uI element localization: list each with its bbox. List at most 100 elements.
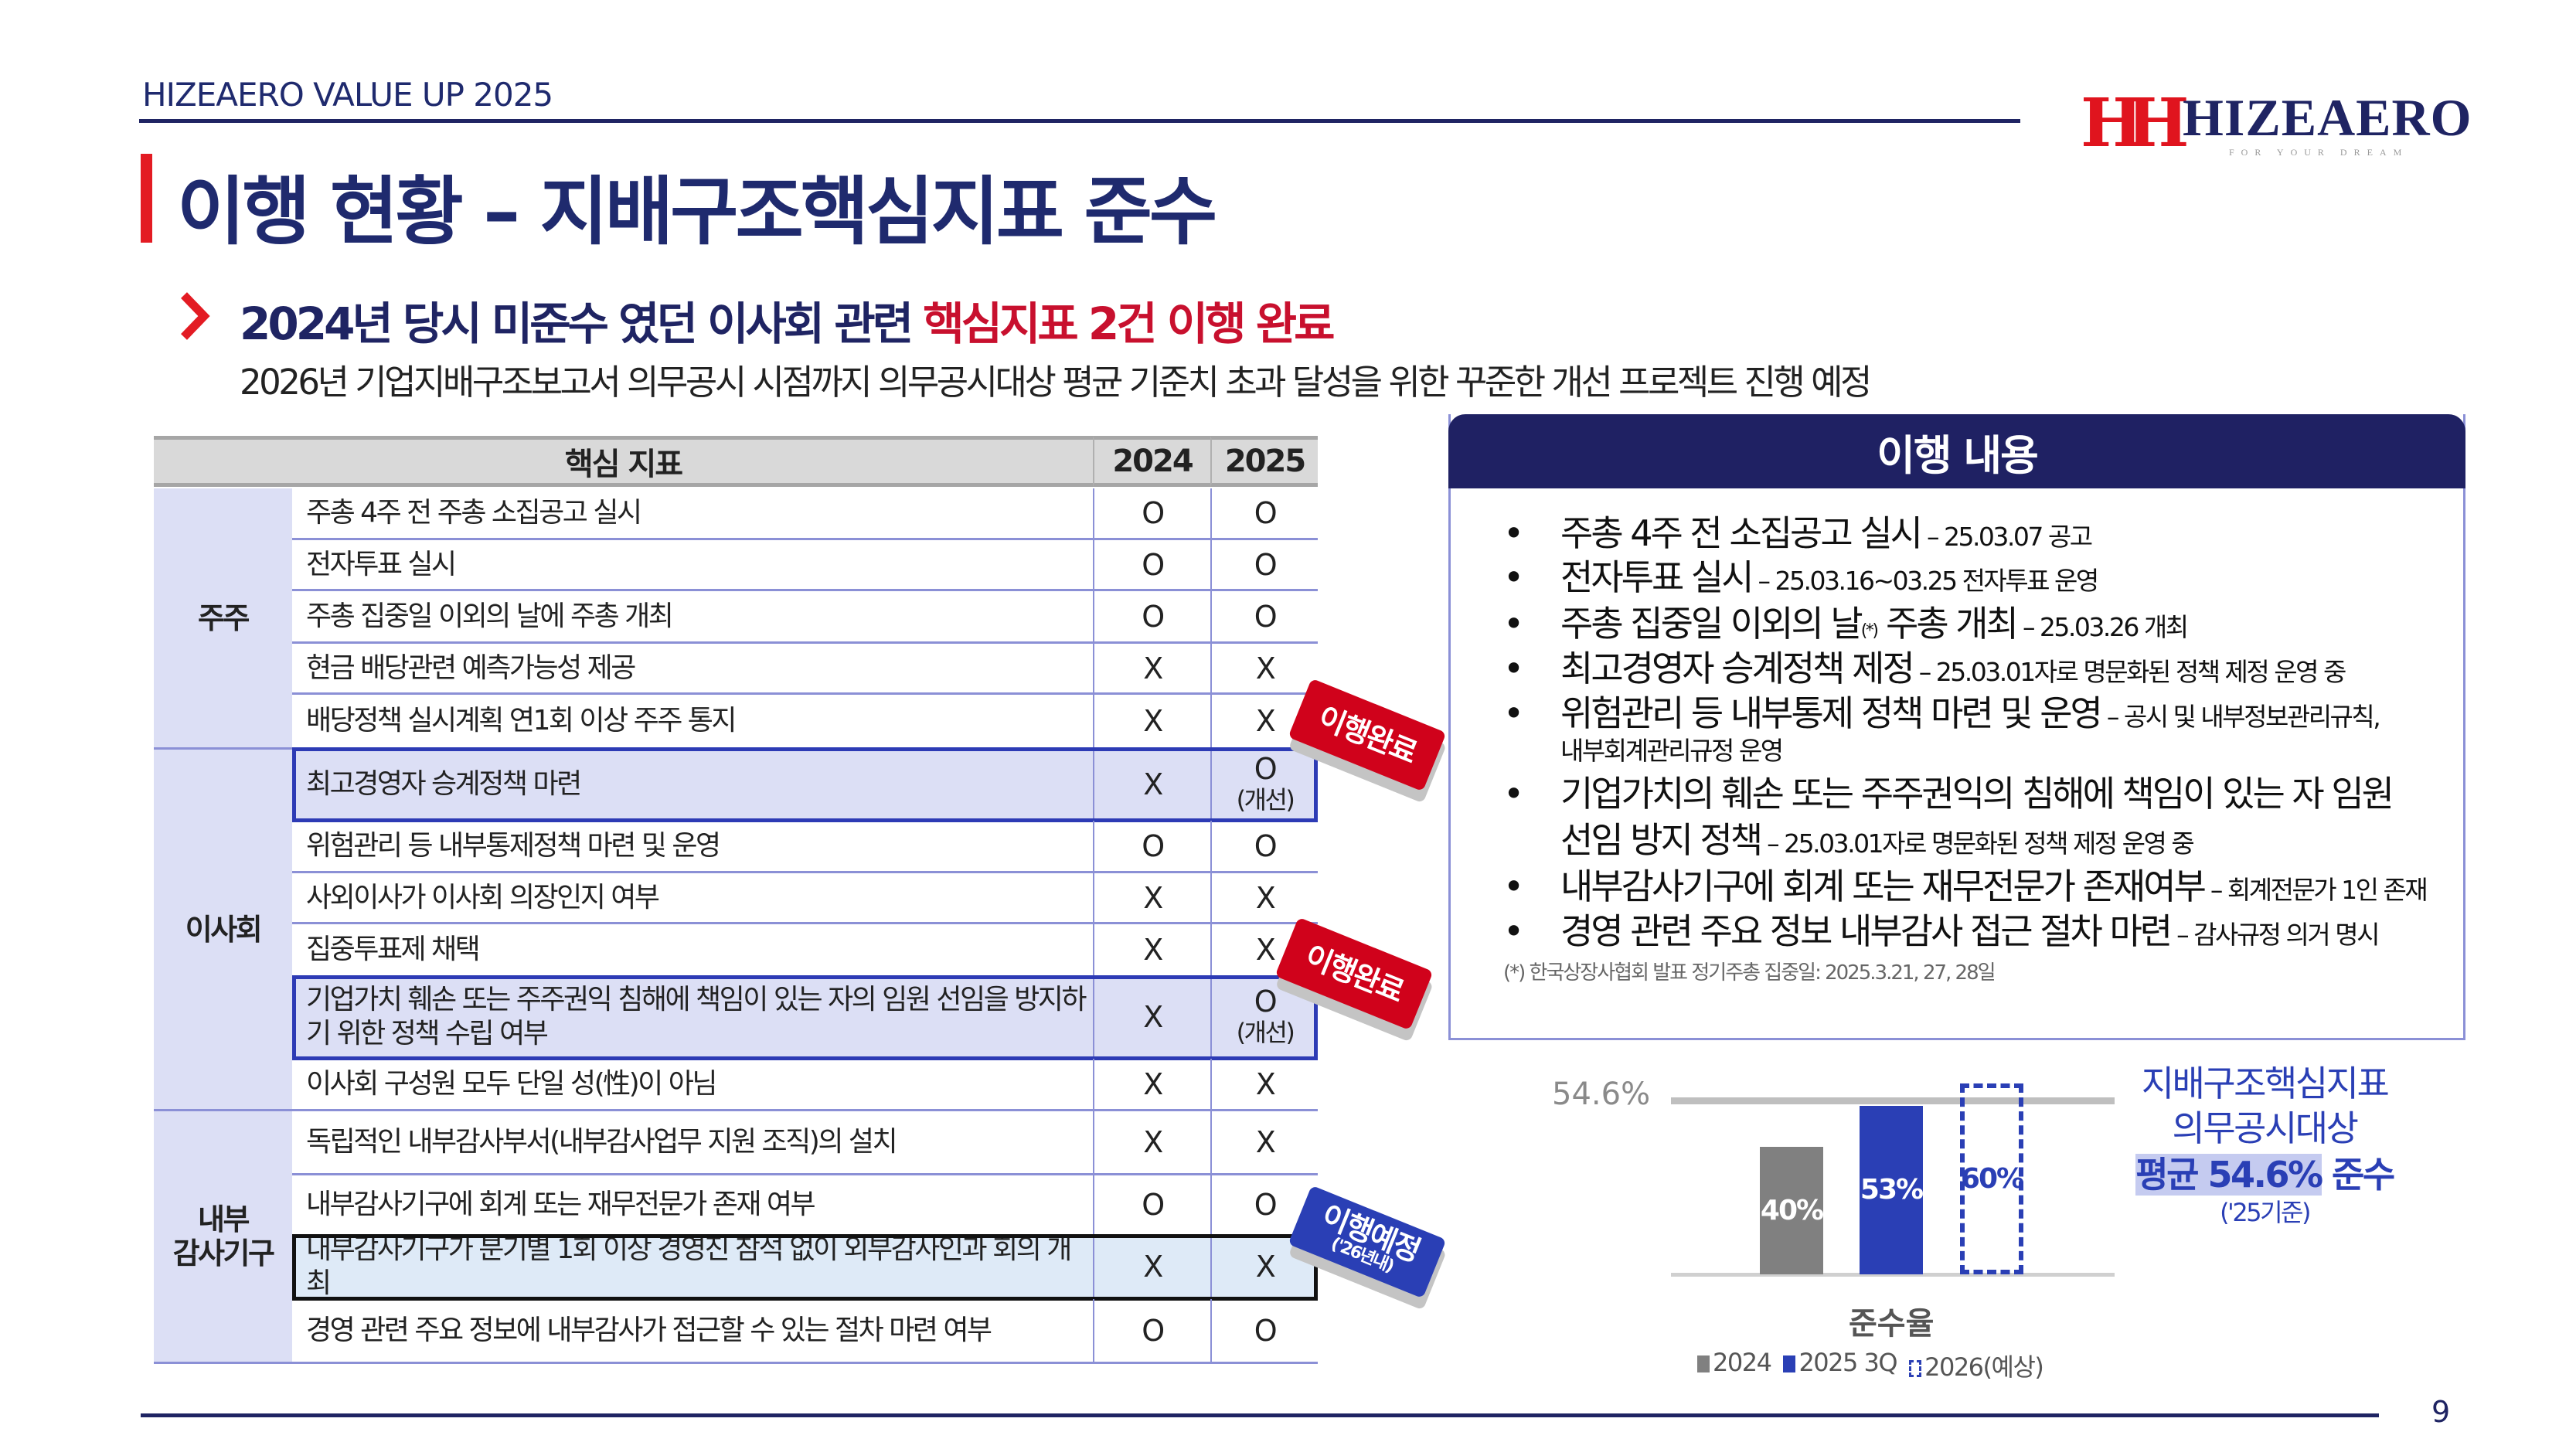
- reference-line: [1671, 1097, 2115, 1105]
- value-2025: O: [1254, 1313, 1278, 1348]
- subtitle-headline: 2024년 당시 미준수 였던 이사회 관련 핵심지표 2건 이행 완료: [240, 287, 1335, 352]
- header-2024: 2024: [1093, 436, 1210, 487]
- bullet-item: • 내부감사기구에 회계 또는 재무전문가 존재여부 – 회계전문가 1인 존재: [1503, 866, 2428, 907]
- indicator-cell: 현금 배당관련 예측가능성 제공: [292, 644, 1093, 695]
- value-2024-cell: X: [1093, 978, 1210, 1059]
- indicator-cell: 사외이사가 이사회 의장인지 여부: [292, 873, 1093, 924]
- value-2025: O: [1254, 547, 1278, 582]
- chart-legend: 2024 2025 3Q 2026(예상): [1697, 1348, 2044, 1383]
- company-logo: HH HIZEAERO FOR YOUR DREAM: [2081, 84, 2472, 164]
- bullet-item: • 경영 관련 주요 정보 내부감사 접근 절차 마련 – 감사규정 의거 명시: [1503, 910, 2380, 952]
- value-2025-cell: X: [1210, 1111, 1318, 1175]
- value-2025: X: [1255, 880, 1276, 915]
- bar-value-label: 60%: [1960, 1162, 2024, 1195]
- legend-item-2025-3q: 2025 3Q: [1783, 1348, 1898, 1383]
- side-note-line1: 지배구조핵심지표: [2141, 1063, 2390, 1104]
- value-2025: X: [1255, 651, 1276, 685]
- indicator-cell: 전자투표 실시: [292, 540, 1093, 591]
- bullet-item: • 위험관리 등 내부통제 정책 마련 및 운영 – 공시 및 내부정보관리규칙,: [1503, 692, 2381, 734]
- page-title: 이행 현황 – 지배구조핵심지표 준수: [177, 168, 1217, 255]
- value-2025: X: [1255, 933, 1276, 967]
- category-cell: 내부 감사기구: [154, 1111, 292, 1364]
- category-cell: 주주: [154, 488, 292, 750]
- chart-baseline: [1671, 1273, 2115, 1277]
- value-2025: O: [1254, 599, 1278, 634]
- value-2024-cell: O: [1093, 1175, 1210, 1236]
- indicator-cell: 최고경영자 승계정책 마련: [292, 750, 1093, 821]
- panel-footnote: (*) 한국상장사협회 발표 정기주총 집중일: 2025.3.21, 27, …: [1503, 961, 1996, 985]
- chevron-right-icon: [181, 292, 210, 340]
- value-2025: X: [1255, 1250, 1276, 1284]
- indicator-cell: 기업가치 훼손 또는 주주권익 침해에 책임이 있는 자의 임원 선임을 방지하…: [292, 978, 1093, 1059]
- bullet-item: • 기업가치의 훼손 또는 주주권익의 침해에 책임이 있는 자 임원: [1503, 773, 2394, 815]
- header-indicator: 핵심 지표: [154, 436, 1093, 487]
- bar-2024: 40%: [1760, 1147, 1824, 1274]
- improvement-note: (개선): [1236, 784, 1295, 815]
- value-2025-cell: X: [1210, 873, 1318, 924]
- value-2025-cell: O: [1210, 1299, 1318, 1364]
- implementation-panel: [1448, 414, 2465, 1040]
- headline-highlight: 핵심지표 2건 이행 완료: [923, 298, 1335, 350]
- header-2025: 2025: [1210, 436, 1318, 487]
- bar-2025-3q: 53%: [1860, 1105, 1924, 1274]
- value-2025-cell: O (개선): [1210, 750, 1318, 821]
- bullet-item: • 최고경영자 승계정책 제정 – 25.03.01자로 명문화된 정책 제정 운…: [1503, 648, 2346, 689]
- value-2025: O: [1254, 751, 1278, 786]
- legend-item-2026: 2026(예상): [1909, 1348, 2044, 1383]
- indicator-cell: 이사회 구성원 모두 단일 성(性)이 아님: [292, 1059, 1093, 1111]
- indicator-cell: 주총 집중일 이외의 날에 주총 개최: [292, 591, 1093, 644]
- document-header-title: HIZEAERO VALUE UP 2025: [142, 76, 553, 114]
- value-2025: X: [1255, 704, 1276, 738]
- value-2024-cell: O: [1093, 488, 1210, 540]
- side-note-line2: 의무공시대상: [2172, 1107, 2359, 1149]
- value-2025-cell: O (개선): [1210, 978, 1318, 1059]
- category-cell: 이사회: [154, 750, 292, 1111]
- reference-line-label: 54.6%: [1552, 1077, 1651, 1112]
- value-2025: X: [1255, 1066, 1276, 1101]
- indicator-cell: 집중투표제 채택: [292, 924, 1093, 978]
- value-2024-cell: X: [1093, 1236, 1210, 1299]
- chart-x-label: 준수율: [1849, 1306, 1935, 1342]
- value-2024-cell: O: [1093, 591, 1210, 644]
- value-2025: O: [1254, 496, 1278, 530]
- page-number: 9: [2431, 1395, 2451, 1429]
- value-2025-cell: O: [1210, 591, 1318, 644]
- indicator-cell: 경영 관련 주요 정보에 내부감사가 접근할 수 있는 절차 마련 여부: [292, 1299, 1093, 1364]
- value-2025: O: [1254, 985, 1278, 1019]
- legend-item-2024: 2024: [1697, 1348, 1772, 1383]
- value-2025: X: [1255, 1125, 1276, 1159]
- value-2024-cell: X: [1093, 924, 1210, 978]
- value-2024-cell: O: [1093, 540, 1210, 591]
- logo-tagline: FOR YOUR DREAM: [2229, 147, 2409, 158]
- bullet-item: • 전자투표 실시 – 25.03.16~03.25 전자투표 운영: [1503, 556, 2099, 598]
- bar-value-label: 53%: [1860, 1174, 1924, 1206]
- value-2024-cell: O: [1093, 1299, 1210, 1364]
- indicator-cell: 독립적인 내부감사부서(내부감사업무 지원 조직)의 설치: [292, 1111, 1093, 1175]
- logo-mark-icon: HH: [2081, 84, 2189, 162]
- indicator-cell: 위험관리 등 내부통제정책 마련 및 운영: [292, 821, 1093, 873]
- logo-name: HIZEAERO: [2183, 88, 2472, 147]
- value-2024-cell: X: [1093, 873, 1210, 924]
- value-2025-cell: O: [1210, 488, 1318, 540]
- value-2024-cell: O: [1093, 821, 1210, 873]
- side-note-highlight: 평균 54.6% 준수: [2135, 1154, 2395, 1196]
- stamp-label: 이행완료: [1313, 699, 1421, 770]
- indicator-cell: 배당정책 실시계획 연1회 이상 주주 통지: [292, 695, 1093, 750]
- bullet-item-continuation: 선임 방지 정책 – 25.03.01자로 명문화된 정책 제정 운영 중: [1560, 819, 2195, 861]
- title-accent-bar: [141, 154, 152, 243]
- bar-2026-: 60%: [1960, 1083, 2024, 1274]
- value-2024-cell: X: [1093, 1111, 1210, 1175]
- bullet-item: • 주총 4주 전 소집공고 실시 – 25.03.07 공고: [1503, 512, 2093, 554]
- indicator-cell: 내부감사기구가 분기별 1회 이상 경영진 참석 없이 외부감사인과 회의 개최: [292, 1233, 1093, 1299]
- value-2025-cell: X: [1210, 644, 1318, 695]
- panel-title: 이행 내용: [1448, 414, 2465, 488]
- bullet-item: • 주총 집중일 이외의 날(*) 주총 개최 – 25.03.26 개최: [1503, 603, 2189, 645]
- value-2025-cell: O: [1210, 821, 1318, 873]
- value-2024-cell: X: [1093, 750, 1210, 821]
- improvement-note: (개선): [1236, 1018, 1295, 1047]
- value-2025-cell: X: [1210, 1059, 1318, 1111]
- subtitle-description: 2026년 기업지배구조보고서 의무공시 시점까지 의무공시대상 평균 기준치 …: [240, 362, 1872, 403]
- bullet-item-continuation: 내부회계관리규정 운영: [1560, 736, 1784, 766]
- indicator-cell: 내부감사기구에 회계 또는 재무전문가 존재 여부: [292, 1175, 1093, 1236]
- header-divider: [139, 119, 2020, 123]
